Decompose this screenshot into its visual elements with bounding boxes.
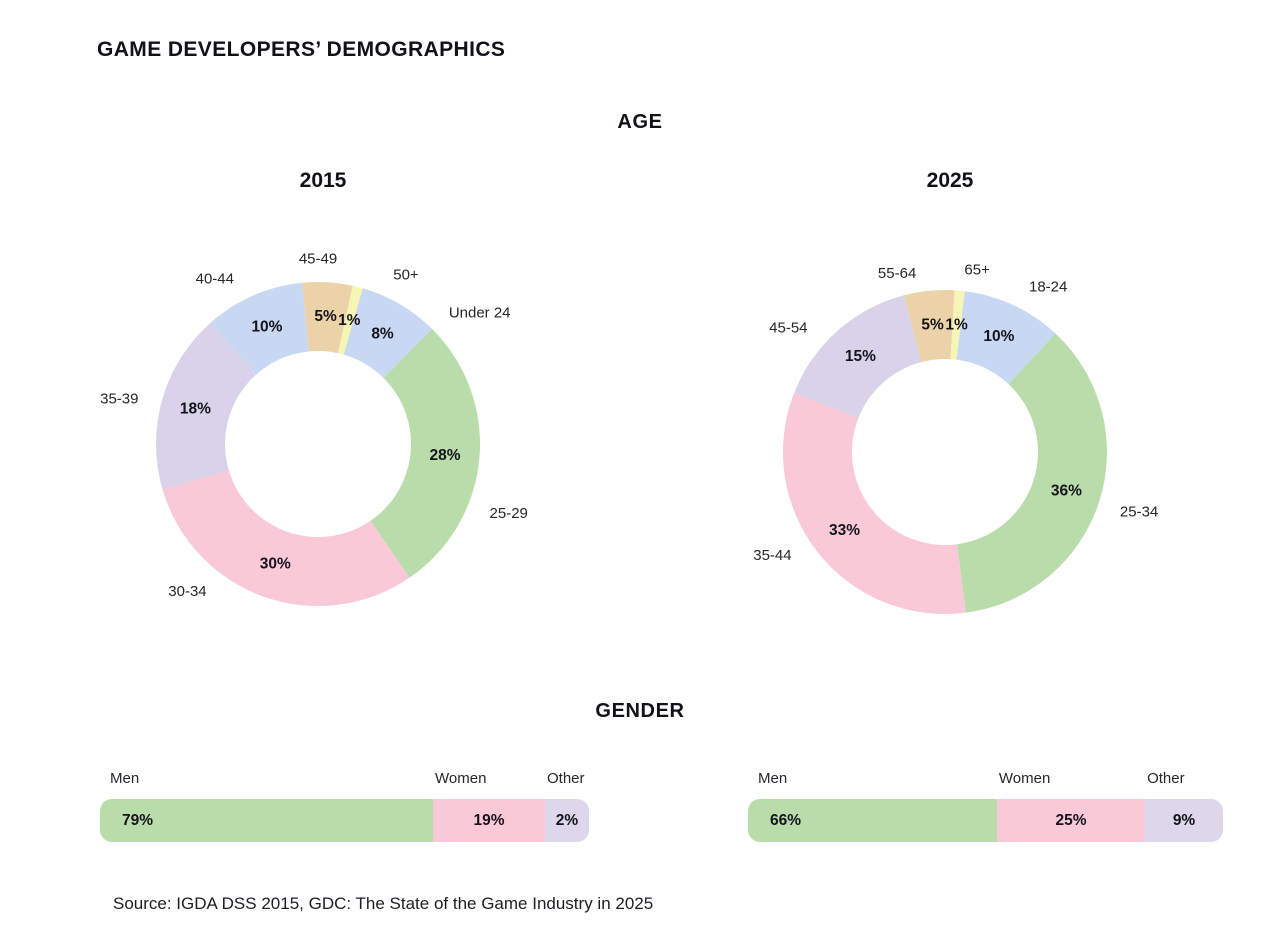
- gender-percent-label: 79%: [122, 812, 154, 829]
- chart-title-2025: 2025: [926, 169, 974, 192]
- donut-category-label: 40-44: [196, 271, 234, 288]
- donut-category-label: 25-29: [490, 505, 528, 522]
- donut-category-label: 55-64: [878, 265, 916, 282]
- age-donut-chart-2025: 10% 18-24 36% 25-34 33% 35-44 15% 45-54 5% 55-64 1…: [753, 261, 1158, 614]
- gender-bar-segment-men: 66%: [748, 799, 997, 842]
- gender-bar-chart-2025: Men Women Other 66% 25% 9%: [748, 769, 1223, 842]
- chart-title-2015: 2015: [299, 169, 347, 192]
- gender-section-title: GENDER: [595, 700, 685, 722]
- gender-bar-labels: Men Women Other: [748, 769, 1223, 799]
- gender-bar-segment-women: 25%: [996, 799, 1146, 842]
- donut-segment-35-44: [783, 392, 966, 614]
- donut-segment-65+: [950, 290, 965, 360]
- gender-stacked-bar: 66% 25% 9%: [748, 799, 1223, 842]
- gender-bar-segment-women: 19%: [433, 799, 545, 842]
- gender-category-label-men: Men: [758, 770, 788, 787]
- donut-segment-45-49: [302, 282, 353, 354]
- donut-percent-label: 5%: [314, 308, 337, 325]
- donut-percent-label: 1%: [338, 312, 361, 329]
- gender-stacked-bar: 79% 19% 2%: [100, 799, 589, 842]
- gender-bar-segment-men: 79%: [100, 799, 433, 842]
- donut-percent-label: 15%: [845, 348, 876, 365]
- donut-percent-label: 30%: [260, 556, 291, 573]
- age-section-title: AGE: [617, 111, 663, 133]
- donut-segment-Under 24: [343, 288, 433, 379]
- donut-category-label: 35-44: [753, 547, 791, 564]
- gender-percent-label: 25%: [1055, 812, 1087, 829]
- gender-percent-label: 19%: [473, 812, 505, 829]
- page-title: GAME DEVELOPERS’ DEMOGRAPHICS: [97, 38, 506, 61]
- donut-category-label: 50+: [393, 266, 419, 283]
- donut-percent-label: 18%: [180, 400, 211, 417]
- gender-bar-segment-other: 9%: [1145, 799, 1223, 842]
- donut-percent-label: 8%: [371, 326, 394, 343]
- gender-category-label-men: Men: [110, 770, 140, 787]
- source-note: Source: IGDA DSS 2015, GDC: The State of…: [113, 894, 654, 913]
- gender-percent-label: 9%: [1172, 812, 1196, 829]
- gender-category-label-other: Other: [1147, 770, 1185, 787]
- donut-percent-label: 28%: [429, 447, 460, 464]
- gender-category-label-other: Other: [546, 770, 585, 787]
- donut-segment-40-44: [210, 282, 309, 375]
- age-donut-chart-2015: 8% Under 24 28% 25-29 30% 30-34 18% 35-39 10% 40-…: [100, 251, 528, 606]
- donut-category-label: 30-34: [168, 583, 206, 600]
- gender-bar-chart-2015: Men Women Other 79% 19% 2%: [100, 769, 589, 842]
- donut-category-label: 45-49: [299, 251, 337, 268]
- donut-segment-30-34: [162, 470, 410, 606]
- donut-segment-18-24: [956, 291, 1056, 384]
- donut-category-label: 45-54: [769, 320, 807, 337]
- donut-percent-label: 10%: [983, 328, 1014, 345]
- donut-percent-label: 5%: [921, 317, 944, 334]
- donut-percent-label: 36%: [1051, 482, 1082, 499]
- donut-category-label: Under 24: [449, 305, 511, 322]
- donut-segment-45-54: [794, 295, 922, 419]
- donut-category-label: 35-39: [100, 391, 138, 408]
- donut-percent-label: 10%: [251, 319, 282, 336]
- donut-category-label: 25-34: [1120, 504, 1158, 521]
- gender-bar-segment-other: 2%: [544, 799, 589, 842]
- donut-segment-25-29: [370, 329, 480, 578]
- donut-percent-label: 1%: [945, 317, 968, 334]
- donut-segment-35-39: [156, 322, 257, 490]
- donut-segment-50+: [337, 285, 363, 355]
- donut-segment-55-64: [904, 290, 955, 363]
- gender-bar-labels: Men Women Other: [100, 769, 589, 799]
- gender-percent-label: 66%: [770, 812, 802, 829]
- donut-segment-25-34: [956, 333, 1107, 613]
- donut-category-label: 18-24: [1029, 279, 1067, 296]
- gender-percent-label: 2%: [555, 812, 579, 829]
- donut-percent-label: 33%: [829, 522, 860, 539]
- gender-category-label-women: Women: [435, 770, 487, 787]
- gender-category-label-women: Women: [998, 770, 1051, 787]
- donut-category-label: 65+: [964, 261, 990, 278]
